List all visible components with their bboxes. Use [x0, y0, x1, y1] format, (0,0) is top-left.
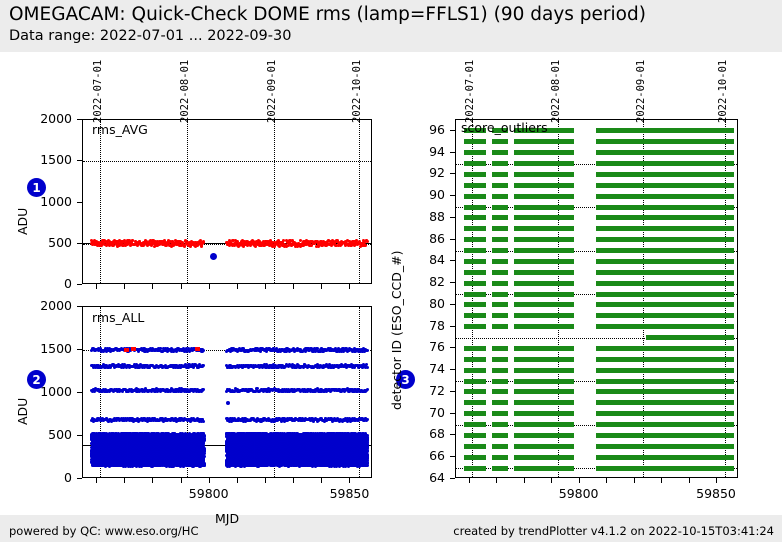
data-point-rms-avg — [364, 244, 367, 247]
data-point-rms-all — [202, 364, 205, 367]
data-point-rms-all — [202, 420, 205, 423]
outlier-point-rms-avg — [210, 253, 217, 260]
data-point-rms-all — [202, 388, 205, 391]
data-point-rms-all — [366, 388, 369, 391]
data-point-rms-all — [366, 366, 369, 369]
reference-line-dotted — [83, 161, 371, 162]
data-point-rms-all — [202, 349, 205, 352]
date-gridline — [359, 120, 360, 283]
footer-credit-right: created by trendPlotter v4.1.2 on 2022-1… — [453, 524, 774, 538]
ylabel-rms-avg: ADU — [15, 208, 30, 235]
date-gridline — [187, 120, 188, 283]
page-title: OMEGACAM: Quick-Check DOME rms (lamp=FFL… — [9, 4, 646, 25]
date-gridline — [100, 120, 101, 283]
data-point-rms-all — [366, 349, 369, 352]
plot-rms-avg[interactable] — [82, 119, 372, 284]
date-gridline — [274, 120, 275, 283]
panel-label-rms-avg: rms_AVG — [92, 122, 148, 137]
data-point-rms-avg — [282, 239, 285, 242]
page-subtitle: Data range: 2022-07-01 ... 2022-09-30 — [9, 28, 291, 44]
plot-rms-all[interactable] — [82, 306, 372, 478]
screenshot-root: OMEGACAM: Quick-Check DOME rms (lamp=FFL… — [0, 0, 782, 542]
data-point-rms-avg — [366, 240, 369, 243]
footer-credit-left: powered by QC: www.eso.org/HC — [9, 524, 198, 538]
